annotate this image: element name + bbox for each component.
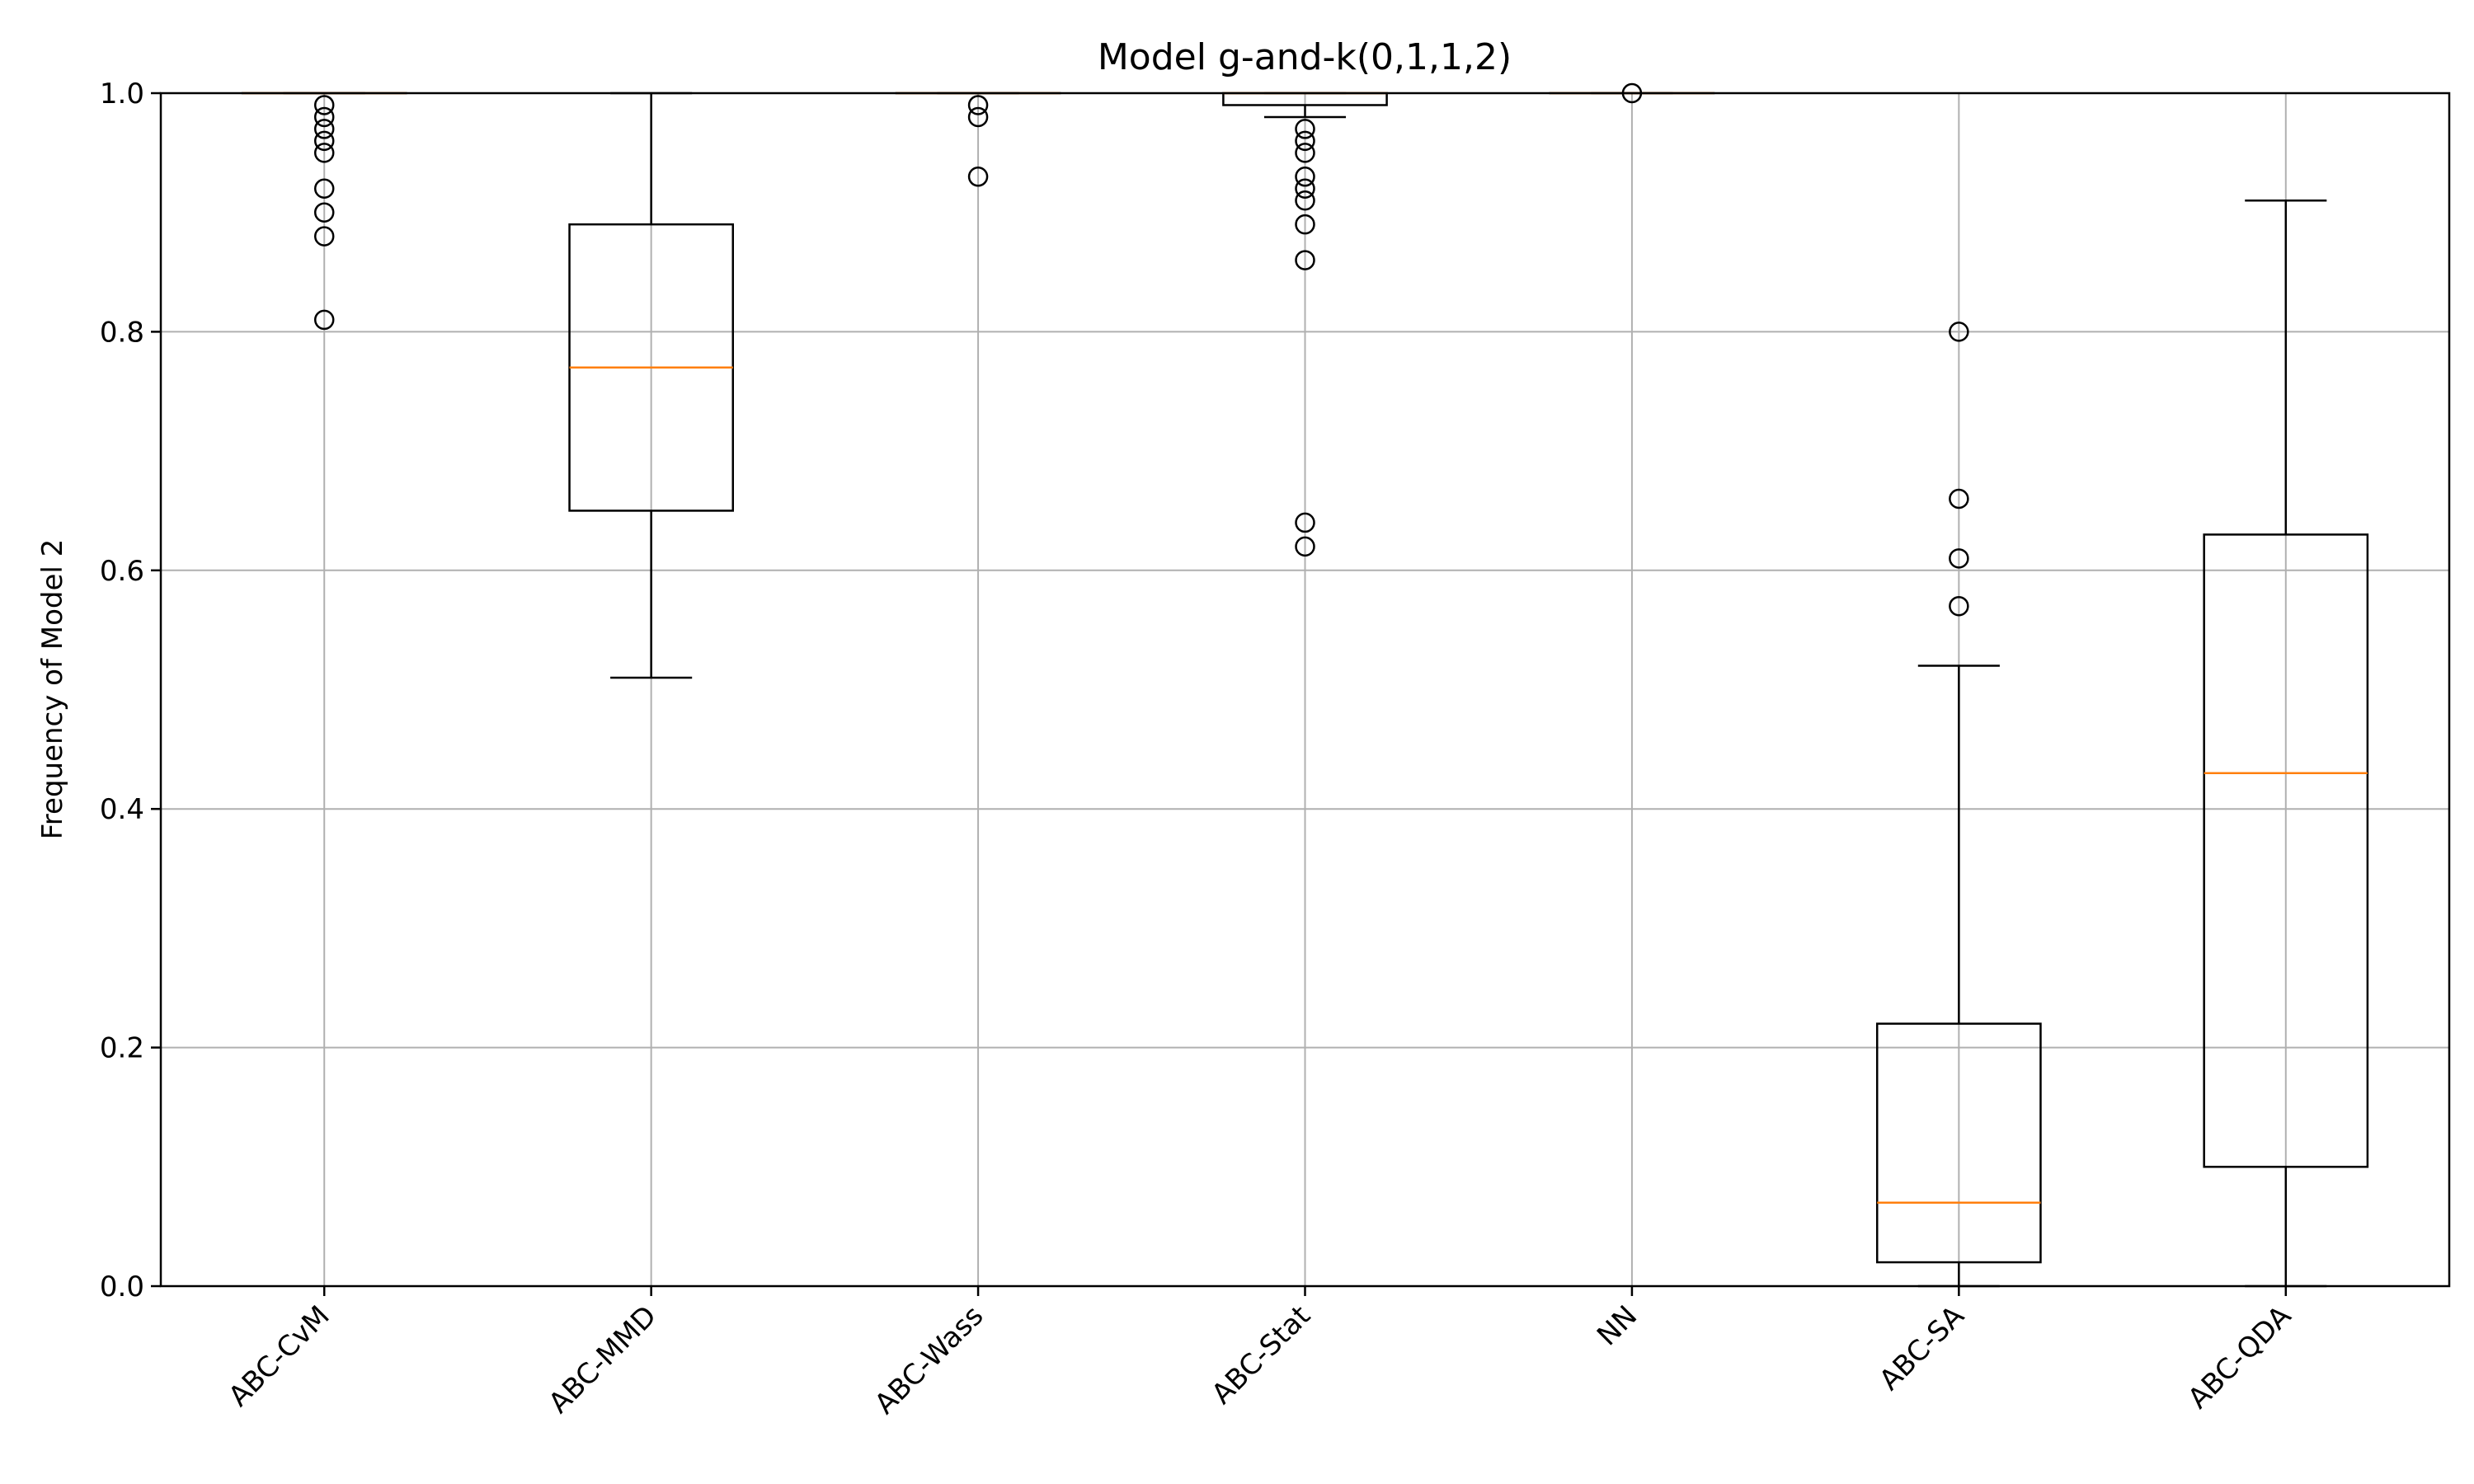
y-tick-label: 1.0 [100,77,144,110]
outlier-point [967,106,989,128]
iqr-box [2203,533,2369,1168]
outlier-point [1949,488,1969,510]
outlier-point [1295,536,1315,557]
outlier-point [1295,214,1315,235]
outlier-point [313,95,335,115]
outlier-point [1295,190,1315,211]
outlier-point [313,309,335,331]
outlier-point [1295,167,1315,187]
outlier-point [1295,130,1315,152]
outlier-point [967,167,989,187]
y-tick-label: 0.6 [100,555,144,588]
y-tick-label: 0.2 [100,1032,144,1065]
outlier-point [313,119,335,139]
outlier-point [313,226,335,247]
chart-title: Model g-and-k(0,1,1,2) [1098,36,1512,78]
y-tick-label: 0.4 [100,793,144,826]
box-abc-qda [2203,199,2369,1288]
y-axis-label: Frequency of Model 2 [36,539,69,840]
outlier-point [313,202,335,223]
outlier-point [967,95,989,115]
outlier-point [313,106,335,128]
iqr-box [1876,1022,2042,1264]
outlier-point [313,130,335,152]
outlier-point [1295,250,1315,270]
outlier-point [1295,143,1315,163]
outlier-point [1295,178,1315,200]
outlier-point [1949,548,1969,569]
outlier-point [1949,595,1969,617]
outlier-point [1295,119,1315,139]
outlier-point [313,178,335,200]
y-tick-label: 0.0 [100,1270,144,1303]
outlier-point [1949,322,1969,342]
outlier-point [313,143,335,163]
y-tick-label: 0.8 [100,316,144,349]
outlier-point [1295,512,1315,533]
